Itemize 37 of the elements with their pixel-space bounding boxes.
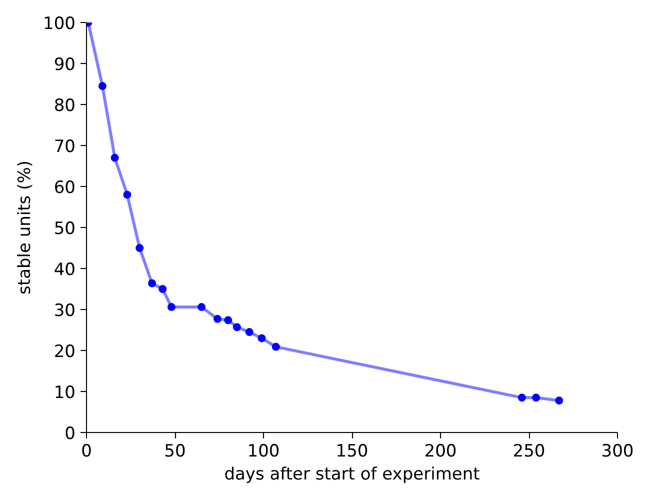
y-tick-label: 50 (54, 219, 76, 239)
x-tick-label: 250 (512, 442, 546, 462)
point (232, 323, 241, 332)
point (136, 244, 144, 252)
y-tick-label: 30 (54, 301, 76, 321)
point (110, 154, 119, 162)
x-tick-label: 100 (247, 442, 280, 462)
point (167, 303, 176, 312)
x-tick-label: 0 (81, 442, 92, 462)
y-tick-label: 40 (54, 260, 76, 280)
x-tick-label: 300 (601, 442, 634, 462)
point (198, 303, 206, 312)
y-tick-label: 80 (54, 96, 76, 116)
point (272, 342, 280, 351)
y-tick-label: 0 (64, 424, 76, 444)
point (258, 334, 266, 342)
point (245, 328, 254, 336)
point (158, 285, 167, 293)
y-tick-label: 10 (54, 383, 76, 403)
point (224, 316, 232, 324)
point (123, 190, 132, 199)
x-axis-title: days after start of experiment (224, 464, 480, 484)
point (532, 394, 540, 402)
x-tick-label: 50 (164, 442, 186, 462)
y-tick-label: 100 (43, 14, 76, 34)
point (213, 314, 222, 323)
point (555, 396, 564, 405)
point (98, 82, 106, 90)
x-tick-label: 150 (336, 442, 368, 462)
y-tick-label: 20 (54, 342, 76, 362)
y-tick-label: 70 (54, 137, 76, 157)
point (518, 394, 526, 402)
y-tick-label: 90 (54, 55, 76, 75)
point (148, 279, 156, 288)
y-tick-label: 60 (54, 178, 76, 198)
x-tick-label: 200 (424, 442, 457, 462)
y-axis-title: stable units (%) (15, 160, 36, 294)
